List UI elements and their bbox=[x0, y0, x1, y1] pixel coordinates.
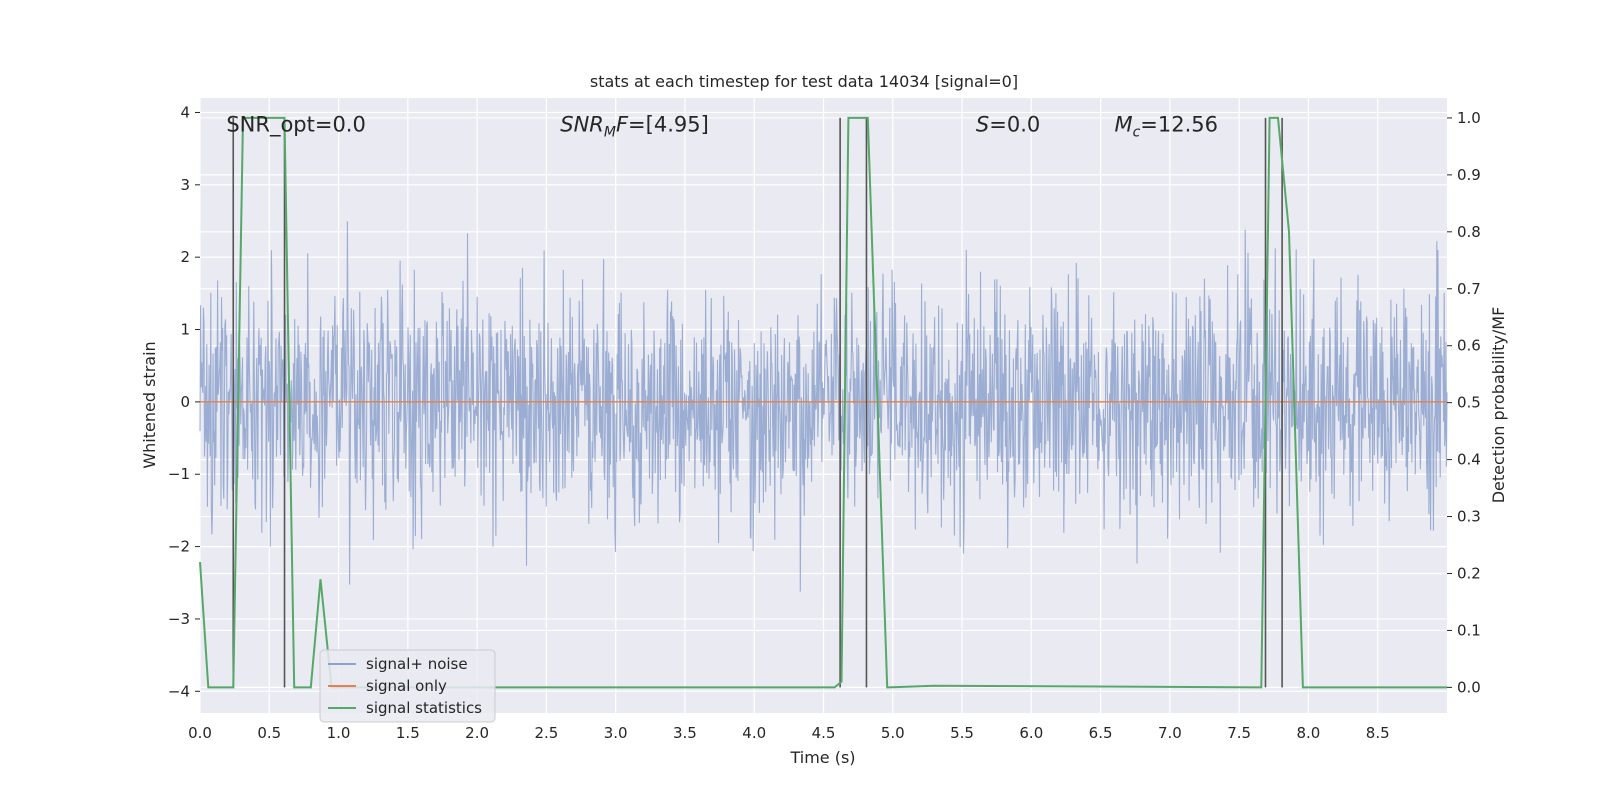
x-tick-label: 7.5 bbox=[1227, 724, 1251, 742]
annotation-0: SNR_opt=0.0 bbox=[226, 112, 366, 137]
x-tick-label: 7.0 bbox=[1158, 724, 1182, 742]
x-tick-label: 8.5 bbox=[1366, 724, 1390, 742]
x-tick-label: 4.5 bbox=[812, 724, 836, 742]
y-tick-label: 0 bbox=[180, 393, 190, 411]
y-tick-label: 3 bbox=[180, 176, 190, 194]
y2-tick-label: 1.0 bbox=[1457, 109, 1481, 127]
y-tick-label: −2 bbox=[168, 538, 190, 556]
x-tick-label: 1.5 bbox=[396, 724, 420, 742]
x-tick-label: 3.0 bbox=[604, 724, 628, 742]
x-tick-label: 5.0 bbox=[881, 724, 905, 742]
x-tick-label: 6.0 bbox=[1019, 724, 1043, 742]
legend-box bbox=[319, 649, 496, 723]
y2-axis-label: Detection probability/MF bbox=[1489, 307, 1508, 504]
y2-ticks: 1.0 0.9 0.8 0.7 0.6 0.5 0.4 0.3 0.2 0.1 0.0 bbox=[1447, 109, 1481, 696]
y2-tick-label: 0.5 bbox=[1457, 394, 1481, 412]
annotation-1: SNRMF=[4.95] bbox=[560, 112, 709, 140]
annotation-3: Mc=12.56 bbox=[1114, 112, 1218, 140]
y2-tick-label: 0.6 bbox=[1457, 337, 1481, 355]
y2-tick-label: 0.1 bbox=[1457, 621, 1481, 639]
legend-label: signal+ noise bbox=[366, 655, 468, 673]
y-ticks: 4 3 2 1 0 −1 −2 −3 −4 bbox=[168, 103, 200, 700]
y-tick-label: −3 bbox=[168, 610, 190, 628]
statistics-series bbox=[199, 116, 1447, 689]
x-tick-label: 4.0 bbox=[742, 724, 766, 742]
chart-title: stats at each timestep for test data 140… bbox=[590, 72, 1018, 91]
y-tick-label: 4 bbox=[180, 103, 190, 121]
y2-tick-label: 0.7 bbox=[1457, 280, 1481, 298]
x-axis-label: Time (s) bbox=[789, 748, 855, 767]
x-tick-label: 5.5 bbox=[950, 724, 974, 742]
y-tick-label: −1 bbox=[168, 465, 190, 483]
y-axis-label: Whitened strain bbox=[140, 341, 159, 468]
statistics-line bbox=[199, 116, 1447, 689]
x-tick-label: 0.0 bbox=[188, 724, 212, 742]
y2-tick-label: 0.9 bbox=[1457, 166, 1481, 184]
x-tick-label: 3.5 bbox=[673, 724, 697, 742]
x-tick-label: 2.5 bbox=[534, 724, 558, 742]
legend-label: signal only bbox=[366, 677, 447, 695]
x-tick-label: 2.0 bbox=[465, 724, 489, 742]
legend: signal+ noise signal only signal statistic… bbox=[319, 649, 496, 723]
noise-line bbox=[199, 221, 1448, 592]
y2-tick-label: 0.3 bbox=[1457, 508, 1481, 526]
x-tick-label: 0.5 bbox=[257, 724, 281, 742]
x-tick-label: 1.0 bbox=[327, 724, 351, 742]
y2-tick-label: 0.0 bbox=[1457, 678, 1481, 696]
annotation-2: S=0.0 bbox=[976, 112, 1040, 136]
x-tick-label: 8.0 bbox=[1297, 724, 1321, 742]
y2-tick-label: 0.8 bbox=[1457, 223, 1481, 241]
x-ticks: 0.0 0.5 1.0 1.5 2.0 2.5 3.0 3.5 4.0 4.5 5.0 5.5 6.0 6… bbox=[188, 724, 1390, 742]
y-tick-label: −4 bbox=[168, 682, 190, 700]
annotations: SNR_opt=0.0 SNRMF=[4.95] S=0.0 Mc=12.56 bbox=[226, 112, 1218, 140]
legend-label: signal statistics bbox=[366, 699, 482, 717]
y2-tick-label: 0.2 bbox=[1457, 564, 1481, 582]
y-tick-label: 2 bbox=[180, 248, 190, 266]
y2-tick-label: 0.4 bbox=[1457, 451, 1481, 469]
x-tick-label: 6.5 bbox=[1089, 724, 1113, 742]
y-tick-label: 1 bbox=[180, 321, 190, 339]
noise-series bbox=[199, 221, 1448, 592]
